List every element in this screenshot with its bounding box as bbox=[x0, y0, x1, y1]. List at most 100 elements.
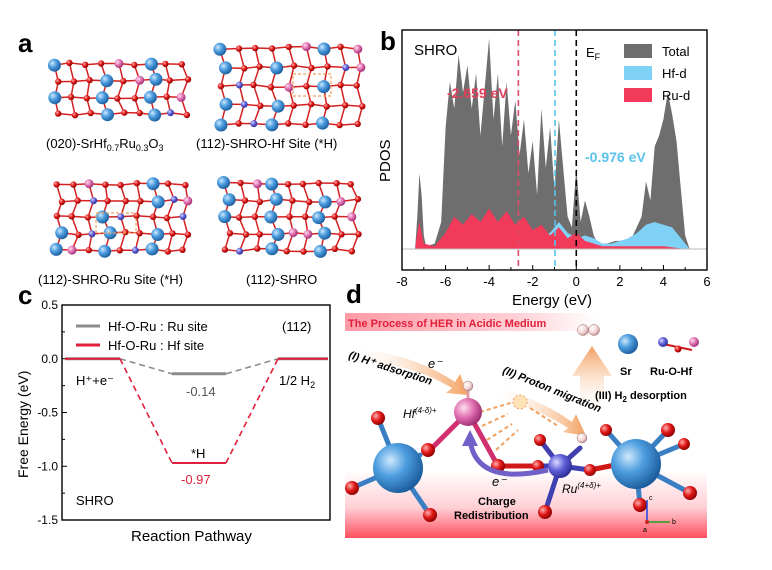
legend-total-label: Total bbox=[662, 44, 690, 59]
ru-site-connector bbox=[225, 357, 279, 375]
o-atom bbox=[162, 60, 169, 68]
sr-atom bbox=[270, 61, 284, 75]
hf-atom bbox=[347, 212, 357, 222]
o-atom bbox=[256, 63, 263, 70]
pdos-xtick-label: 2 bbox=[616, 274, 623, 289]
electron-label-2: e⁻ bbox=[492, 474, 507, 489]
ru-oxidation-label: Ru(4+δ)+ bbox=[562, 481, 601, 496]
ru-atom bbox=[167, 109, 174, 117]
fe-tag-112: (112) bbox=[282, 319, 311, 334]
sr-atom bbox=[151, 195, 165, 209]
charge-arrow-head bbox=[462, 430, 478, 446]
pdos-chart: -8 -6 -4 -2 0 2 4 6 bbox=[396, 30, 711, 289]
o-atom bbox=[283, 248, 290, 255]
pdos-ylabel: PDOS bbox=[377, 139, 394, 182]
ru-atom bbox=[342, 64, 350, 71]
o-atom bbox=[353, 82, 360, 89]
pdos-frame bbox=[401, 29, 708, 271]
hf-site-value: -0.97 bbox=[181, 472, 211, 487]
o-atom bbox=[87, 109, 94, 117]
panel-d: d The Process of HER in Acidic Medium Sr… bbox=[345, 279, 707, 538]
o-atom bbox=[131, 95, 138, 102]
sr-atom bbox=[219, 61, 232, 75]
hf-atom bbox=[176, 92, 186, 102]
atom-bond bbox=[304, 103, 312, 125]
hf-atom bbox=[67, 245, 77, 255]
sr-atom bbox=[100, 74, 114, 88]
ru-atom bbox=[90, 197, 98, 205]
o-atom bbox=[235, 45, 243, 52]
o-atom bbox=[85, 246, 93, 254]
adsorbed-h-on-ru bbox=[576, 432, 588, 444]
structure-112-hf-site bbox=[213, 42, 366, 132]
o-atom bbox=[354, 195, 362, 203]
ru-atom bbox=[88, 230, 96, 238]
hf-atom bbox=[284, 82, 294, 92]
o-atom bbox=[250, 81, 257, 89]
o-atom bbox=[121, 109, 128, 116]
o-atom bbox=[53, 212, 61, 220]
sr-atom bbox=[218, 210, 232, 224]
o-atom bbox=[184, 76, 192, 83]
fe-frame bbox=[61, 304, 331, 521]
legend-hf-swatch bbox=[624, 66, 652, 80]
ru-atom bbox=[250, 120, 258, 128]
sr-atom bbox=[101, 108, 114, 122]
o-atom bbox=[308, 100, 315, 108]
o-atom bbox=[53, 181, 60, 188]
o-atom bbox=[289, 197, 296, 204]
o-atom bbox=[133, 180, 141, 187]
fe-ytick-label: 0.0 bbox=[41, 352, 58, 366]
legend-hf-site-label: Hf-O-Ru : Hf site bbox=[108, 338, 204, 353]
legend-bond-label: Ru-O-Hf bbox=[650, 366, 692, 378]
sr-atom-right bbox=[611, 439, 661, 489]
charge-redistribution-arrow bbox=[467, 439, 549, 477]
sr-atom bbox=[213, 42, 227, 56]
o-atom bbox=[241, 65, 248, 72]
sr-atom bbox=[149, 72, 163, 86]
caption-112-hf-site: (112)-SHRO-Hf Site (*H) bbox=[196, 136, 337, 151]
sr-atom bbox=[146, 177, 160, 191]
sr-atom bbox=[317, 42, 331, 56]
o-atom bbox=[302, 213, 309, 220]
sr-atom bbox=[143, 90, 157, 104]
ru-atom bbox=[240, 100, 248, 108]
atom-bond bbox=[68, 62, 75, 82]
sr-atom bbox=[217, 176, 230, 189]
sr-atom bbox=[265, 242, 279, 256]
o-atom bbox=[331, 245, 339, 252]
o-atom bbox=[122, 197, 129, 205]
hf-atom bbox=[301, 42, 311, 52]
sr-atom bbox=[49, 242, 63, 256]
sr-atom bbox=[219, 97, 233, 111]
pdos-xtick-label: -4 bbox=[483, 274, 495, 289]
o-atom bbox=[102, 181, 109, 188]
fe-ytick-label: -1.0 bbox=[37, 459, 58, 473]
fe-ytick-label: -0.5 bbox=[37, 406, 58, 420]
legend-ru-swatch bbox=[624, 88, 652, 102]
ru-atom bbox=[131, 246, 139, 254]
adsorption-arrow bbox=[356, 350, 468, 395]
sr-atom bbox=[265, 118, 279, 132]
o-atom bbox=[242, 231, 250, 238]
structure-112-ru-site bbox=[49, 177, 193, 258]
o-atom bbox=[251, 213, 259, 220]
o-atom bbox=[290, 102, 297, 109]
sr-atom bbox=[318, 195, 332, 209]
o-atom bbox=[74, 197, 81, 204]
o-atom bbox=[252, 44, 259, 52]
pdos-title: SHRO bbox=[414, 42, 457, 59]
ru-atom bbox=[117, 213, 125, 221]
pdos-xtick-label: 4 bbox=[660, 274, 667, 289]
caption-112-shro: (112)-SHRO bbox=[246, 272, 317, 287]
o-atom bbox=[347, 181, 354, 188]
o-atom bbox=[324, 63, 331, 70]
legend-sr-ball bbox=[618, 334, 638, 354]
hf-atom bbox=[336, 197, 346, 206]
legend-ru-site-label: Hf-O-Ru : Ru site bbox=[108, 319, 208, 334]
pdos-xtick-label: 6 bbox=[703, 274, 710, 289]
hf-atom bbox=[353, 44, 363, 54]
sr-atom bbox=[55, 226, 69, 240]
sr-atom bbox=[264, 210, 278, 224]
atom-bond bbox=[71, 216, 80, 236]
